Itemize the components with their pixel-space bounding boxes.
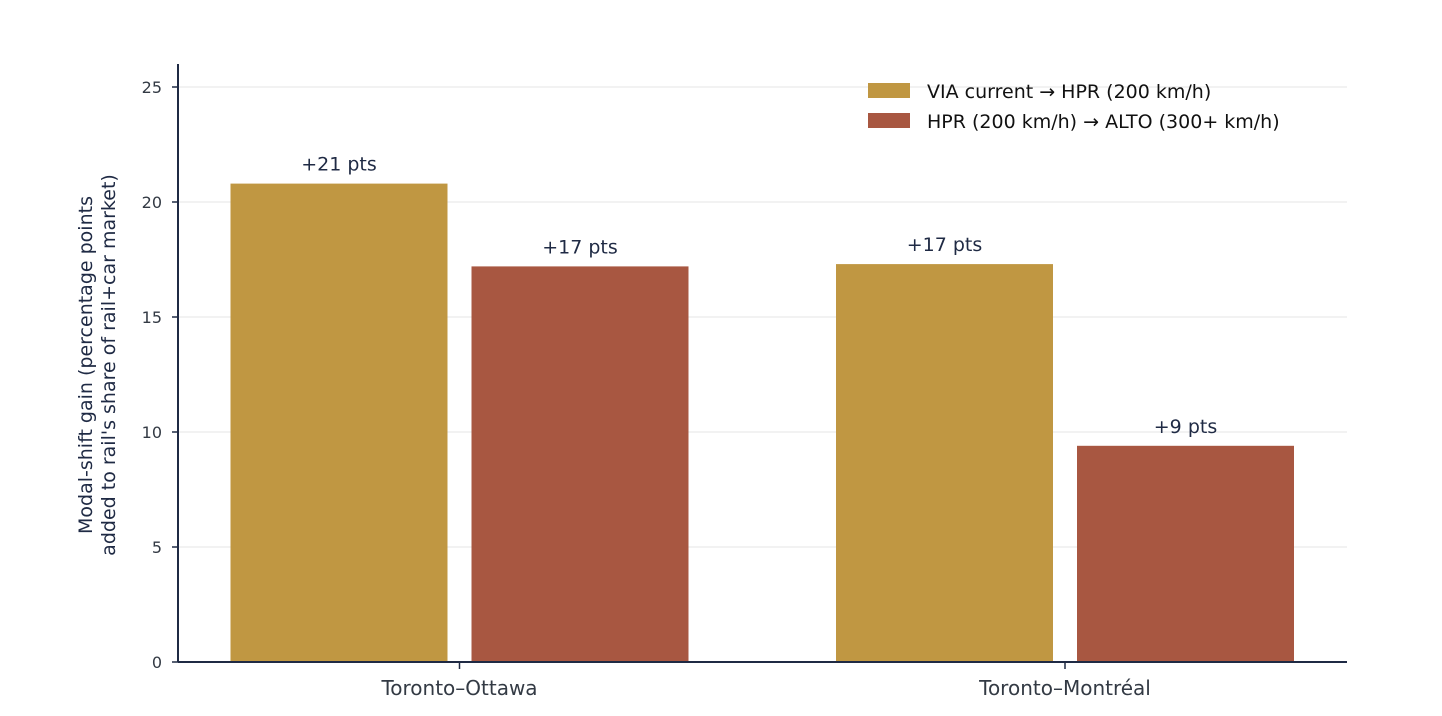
data-labels: +21 pts +17 pts +17 pts +9 pts bbox=[301, 154, 1217, 438]
y-tick-label: 20 bbox=[142, 193, 162, 212]
legend-label-hpr-to-alto: HPR (200 km/h) → ALTO (300+ km/h) bbox=[927, 111, 1280, 133]
bar-value-label: +17 pts bbox=[907, 234, 983, 256]
bar-value-label: +17 pts bbox=[542, 236, 618, 258]
bar-value-label: +21 pts bbox=[301, 154, 377, 176]
bar bbox=[230, 183, 448, 662]
legend-label-via-to-hpr: VIA current → HPR (200 km/h) bbox=[927, 81, 1211, 103]
bar bbox=[836, 264, 1053, 662]
x-category-label: Toronto–Montréal bbox=[978, 676, 1151, 700]
y-tick-label: 5 bbox=[152, 538, 162, 557]
y-axis-title-line-1: Modal-shift gain (percentage points bbox=[75, 196, 97, 534]
y-tick-label: 10 bbox=[142, 423, 162, 442]
legend-swatch-via-to-hpr bbox=[868, 83, 910, 98]
legend: VIA current → HPR (200 km/h) HPR (200 km… bbox=[868, 81, 1280, 133]
y-tick-label: 0 bbox=[152, 653, 162, 672]
y-axis-title: Modal-shift gain (percentage points adde… bbox=[75, 174, 120, 556]
bar-value-label: +9 pts bbox=[1154, 416, 1217, 438]
axes: 0 5 10 15 20 25 Toronto–Ottawa Toronto–Montréal bbox=[142, 64, 1347, 700]
y-tick-label: 15 bbox=[142, 308, 162, 327]
legend-swatch-hpr-to-alto bbox=[868, 113, 910, 128]
x-category-label: Toronto–Ottawa bbox=[380, 676, 537, 700]
bar bbox=[1077, 445, 1294, 662]
bar bbox=[471, 266, 689, 662]
y-axis-title-line-2: added to rail's share of rail+car market… bbox=[98, 174, 120, 556]
bars bbox=[230, 183, 1294, 662]
y-tick-label: 25 bbox=[142, 78, 162, 97]
